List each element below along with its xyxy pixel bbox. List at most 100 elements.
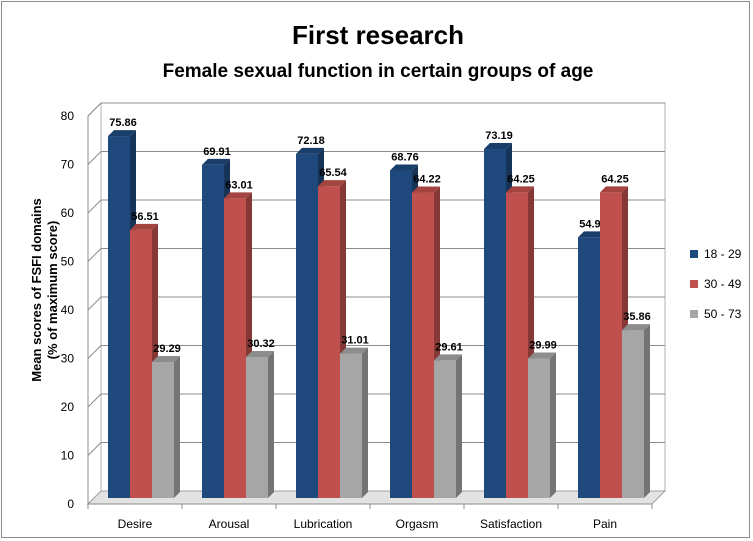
bar-front xyxy=(340,353,362,498)
gridline-side xyxy=(87,345,102,359)
bar-front xyxy=(296,153,318,498)
bar-side xyxy=(268,350,274,498)
data-label: 72.18 xyxy=(297,135,325,147)
data-label: 69.91 xyxy=(203,146,231,158)
x-tick-label: Satisfaction xyxy=(480,517,542,531)
y-tick-label: 10 xyxy=(61,449,75,463)
bar-top xyxy=(152,355,180,362)
bar-front xyxy=(434,360,456,498)
legend-swatch xyxy=(690,310,698,318)
bar-front xyxy=(246,356,268,498)
bar-side xyxy=(362,347,368,498)
chart-title: First research xyxy=(292,20,464,50)
data-label: 64.22 xyxy=(413,174,441,186)
bar-top xyxy=(318,180,346,187)
data-label: 65.54 xyxy=(319,167,347,179)
legend-label: 18 - 29 xyxy=(704,247,742,261)
bar xyxy=(622,324,650,498)
gridline-side xyxy=(87,248,102,262)
bar-front xyxy=(224,198,246,499)
bar xyxy=(434,354,462,498)
data-label: 64.25 xyxy=(507,173,535,185)
y-tick-label: 60 xyxy=(61,206,75,220)
bar-top xyxy=(484,143,512,150)
data-label: 29.61 xyxy=(435,341,463,353)
data-label: 29.99 xyxy=(529,340,557,352)
bar-top xyxy=(412,186,440,193)
bar-top xyxy=(528,352,556,359)
bar-front xyxy=(528,358,550,498)
legend-label: 50 - 73 xyxy=(704,307,742,321)
data-label: 75.86 xyxy=(109,117,137,129)
y-tick-label: 20 xyxy=(61,400,75,414)
bar-side xyxy=(550,352,556,498)
bar-top xyxy=(622,324,650,331)
legend-label: 30 - 49 xyxy=(704,277,742,291)
bar-front xyxy=(390,170,412,498)
bar-top xyxy=(296,147,324,154)
bar-side xyxy=(456,354,462,498)
bar-side xyxy=(174,355,180,498)
plot-area: 0 10 20 30 40 50 60 70 80 Desire 75.86 56.51 29.29 Ar… xyxy=(61,101,667,531)
bar-top xyxy=(578,231,606,238)
data-label: 63.01 xyxy=(225,179,253,191)
bar-front xyxy=(152,361,174,498)
y-axis-title-line1: Mean scores of FSFI domains xyxy=(29,198,44,382)
bar-front xyxy=(130,229,152,498)
bar-front xyxy=(412,192,434,498)
x-tick-label: Lubrication xyxy=(294,517,353,531)
y-tick-label: 70 xyxy=(61,158,75,172)
bar-front xyxy=(108,136,130,499)
y-tick-label: 0 xyxy=(67,497,74,511)
bar-top xyxy=(130,223,158,230)
gridline-side xyxy=(87,393,102,408)
legend-swatch xyxy=(690,250,698,258)
y-tick-label: 30 xyxy=(61,352,75,366)
x-tick-label: Desire xyxy=(118,517,153,531)
bar-top xyxy=(390,164,418,171)
data-label: 73.19 xyxy=(485,130,513,142)
data-label: 64.25 xyxy=(601,173,629,185)
y-axis-title: Mean scores of FSFI domains (% of maximu… xyxy=(29,198,60,382)
bar-top xyxy=(246,350,274,357)
legend: 18 - 29 30 - 49 50 - 73 xyxy=(690,247,742,321)
bar-top xyxy=(202,158,230,165)
data-label: 30.32 xyxy=(247,338,275,350)
bar-top xyxy=(224,192,252,199)
bar-front xyxy=(622,330,644,498)
x-tick-label: Orgasm xyxy=(396,517,439,531)
data-label: 68.76 xyxy=(391,152,419,164)
x-tick-label: Arousal xyxy=(209,517,250,531)
y-tick-label: 40 xyxy=(61,303,75,317)
bar-side xyxy=(644,324,650,498)
bar xyxy=(152,355,180,498)
bar xyxy=(528,352,556,498)
bar-top xyxy=(506,186,534,193)
data-label: 31.01 xyxy=(341,335,369,347)
y-axis-title-line2: (% of maximum score) xyxy=(45,221,60,360)
data-label: 56.51 xyxy=(131,211,159,223)
data-label: 35.86 xyxy=(623,311,651,323)
data-label: 29.29 xyxy=(153,343,181,355)
bar xyxy=(340,347,368,498)
bar-top xyxy=(600,186,628,193)
bar-front xyxy=(202,164,224,498)
gridline-side xyxy=(87,102,102,117)
y-tick-label: 50 xyxy=(61,255,75,269)
gridline-side xyxy=(87,151,102,165)
bar-front xyxy=(484,149,506,498)
x-tick-label: Pain xyxy=(593,517,617,531)
bar-front xyxy=(578,237,600,498)
bar-front xyxy=(318,186,340,499)
bar-top xyxy=(108,130,136,137)
bar-top xyxy=(434,354,462,361)
gridline-side xyxy=(87,296,102,311)
bar-top xyxy=(340,347,368,354)
gridline-side xyxy=(87,442,102,456)
data-label: 54.97 xyxy=(579,218,607,230)
y-tick-label: 80 xyxy=(61,109,75,123)
bar xyxy=(246,350,274,498)
chart-subtitle: Female sexual function in certain groups… xyxy=(163,61,594,82)
